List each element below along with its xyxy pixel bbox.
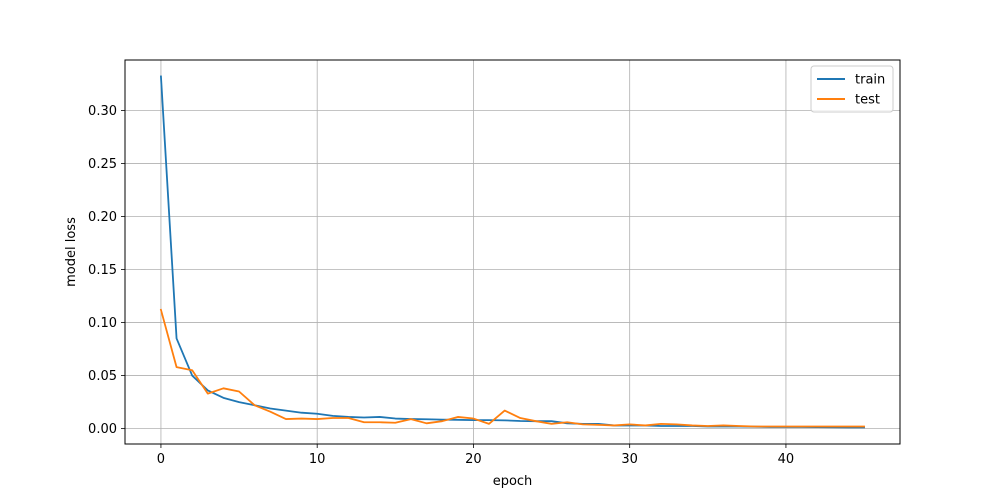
legend-box — [810, 65, 894, 113]
x-tick-label: 30 — [621, 452, 638, 467]
x-tick-label: 40 — [778, 452, 795, 467]
x-tick-label: 20 — [465, 452, 482, 467]
y-tick-label: 0.05 — [88, 369, 117, 384]
grid — [125, 60, 900, 444]
y-tick-label: 0.10 — [88, 316, 117, 331]
series-line-test — [159, 308, 865, 428]
x-tick-label: 0 — [157, 452, 165, 467]
y-tick-label: 0.15 — [88, 263, 117, 278]
ticks: 0 10 20 30 40 0.00 0.05 0.10 0.15 0.20 0.25 0.30 — [88, 104, 794, 467]
y-tick-label: 0.00 — [88, 422, 117, 437]
series-layer — [159, 75, 865, 429]
x-tick-label: 10 — [309, 452, 326, 467]
y-tick-label: 0.25 — [88, 157, 117, 172]
y-tick-label: 0.30 — [88, 104, 117, 119]
x-axis-label: epoch — [493, 474, 533, 489]
y-axis-label: model loss — [64, 217, 79, 287]
legend-test-label: test — [855, 93, 880, 108]
y-tick-label: 0.20 — [88, 210, 117, 225]
legend-train-label: train — [855, 73, 885, 88]
legend: train test — [810, 65, 894, 113]
plot-area-frame — [124, 59, 901, 445]
